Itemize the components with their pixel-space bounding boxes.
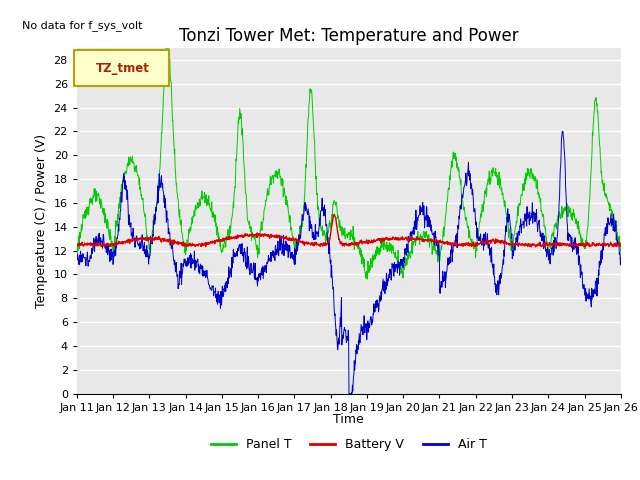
X-axis label: Time: Time — [333, 413, 364, 426]
Text: No data for f_sys_volt: No data for f_sys_volt — [22, 20, 143, 31]
Legend: Panel T, Battery V, Air T: Panel T, Battery V, Air T — [206, 433, 492, 456]
Y-axis label: Temperature (C) / Power (V): Temperature (C) / Power (V) — [35, 134, 48, 308]
FancyBboxPatch shape — [74, 50, 169, 86]
Title: Tonzi Tower Met: Temperature and Power: Tonzi Tower Met: Temperature and Power — [179, 27, 518, 45]
Text: TZ_tmet: TZ_tmet — [96, 61, 150, 74]
